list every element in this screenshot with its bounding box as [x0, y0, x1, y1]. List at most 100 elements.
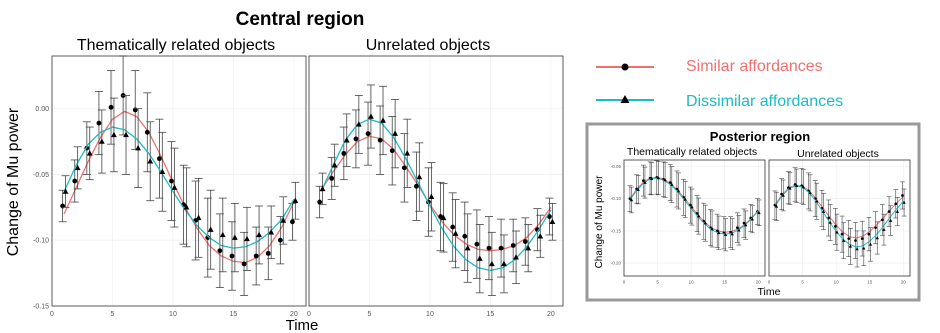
- legend-similar-label: Similar affordances: [686, 58, 823, 75]
- data-point-dissimilar: [331, 162, 338, 168]
- data-point-similar: [290, 219, 295, 225]
- data-point-similar: [742, 221, 746, 225]
- data-point-dissimilar: [452, 230, 459, 236]
- x-tick-label: 0: [307, 311, 311, 318]
- x-tick-label: 10: [169, 311, 177, 318]
- data-point-dissimilar: [464, 244, 471, 251]
- data-point-dissimilar: [343, 137, 350, 143]
- data-point-similar: [157, 156, 162, 162]
- data-point-dissimilar: [537, 233, 544, 239]
- data-point-dissimilar: [74, 164, 81, 171]
- x-tick-label: 15: [487, 311, 495, 318]
- data-point-dissimilar: [676, 189, 681, 193]
- plot-border: [623, 159, 766, 277]
- x-tick-label: 0: [623, 280, 626, 285]
- data-point-similar: [144, 129, 150, 135]
- data-point-similar: [317, 199, 323, 205]
- central-unrelated-plot: 0 5 10 15 20: [307, 55, 564, 318]
- y-tick-label: -0.05: [33, 172, 49, 179]
- data-point-dissimilar: [862, 246, 866, 250]
- data-point-similar: [217, 248, 223, 254]
- data-point-similar: [498, 245, 504, 251]
- data-point-similar: [840, 232, 844, 236]
- y-tick-label: -0.10: [611, 196, 622, 201]
- data-point-dissimilar: [501, 260, 507, 267]
- y-tick-label: -0.20: [611, 261, 622, 266]
- data-point-similar: [668, 181, 672, 184]
- data-point-dissimilar: [855, 247, 859, 251]
- plot-border: [768, 159, 911, 277]
- data-point-dissimilar: [717, 231, 721, 235]
- y-tick-label: 0.00: [35, 106, 49, 113]
- data-point-dissimilar: [135, 144, 141, 151]
- data-point-dissimilar: [232, 234, 238, 240]
- data-point-similar: [205, 235, 211, 240]
- central-panel-title-unrelated: Unrelated objects: [366, 37, 491, 54]
- data-point-similar: [341, 150, 347, 156]
- data-point-dissimilar: [697, 214, 701, 218]
- data-point-dissimilar: [683, 197, 687, 201]
- y-tick-label: -0.10: [33, 238, 49, 245]
- data-point-similar: [229, 253, 235, 259]
- data-point-dissimilar: [111, 131, 117, 138]
- data-point-similar: [169, 178, 174, 184]
- data-point-dissimilar: [889, 218, 893, 222]
- data-point-dissimilar: [815, 199, 819, 203]
- data-point-dissimilar: [670, 182, 674, 186]
- data-point-dissimilar: [895, 209, 899, 213]
- data-point-similar: [353, 136, 359, 142]
- data-point-similar: [860, 237, 864, 240]
- data-point-similar: [108, 104, 114, 110]
- data-point-similar: [833, 225, 837, 228]
- data-point-dissimilar: [835, 230, 839, 234]
- data-point-similar: [894, 202, 898, 206]
- data-point-similar: [365, 131, 371, 137]
- data-point-similar: [901, 194, 904, 197]
- data-point-similar: [735, 226, 739, 230]
- data-point-dissimilar: [489, 260, 495, 267]
- data-point-dissimilar: [513, 254, 519, 260]
- data-point-dissimilar: [737, 228, 741, 232]
- central-related-plot: 0 5 10 15 20 0.00 -0.05 -0.10 -0.15: [33, 55, 307, 318]
- data-point-dissimilar: [159, 168, 166, 175]
- plot-background: [769, 160, 910, 276]
- x-tick-label: 20: [547, 311, 555, 318]
- data-point-dissimilar: [525, 244, 532, 251]
- data-point-similar: [450, 224, 456, 230]
- data-point-dissimilar: [355, 121, 362, 127]
- x-tick-label: 5: [111, 311, 115, 318]
- central-x-axis-label: Time: [286, 317, 319, 333]
- posterior-x-axis-label: Time: [758, 286, 781, 298]
- data-point-similar: [827, 216, 830, 220]
- plot-background: [52, 56, 306, 306]
- data-point-dissimilar: [440, 214, 447, 221]
- plot-border: [51, 55, 307, 307]
- legend-similar-marker: [621, 63, 629, 71]
- legend-dissimilar-label: Dissimilar affordances: [686, 93, 843, 110]
- x-tick-label: 0: [50, 311, 54, 318]
- data-point-dissimilar: [147, 158, 154, 164]
- fit-line-dissimilar: [63, 126, 295, 249]
- plot-border: [308, 55, 564, 307]
- data-point-dissimilar: [848, 244, 852, 248]
- data-point-dissimilar: [656, 176, 660, 180]
- data-point-similar: [438, 214, 443, 219]
- data-point-dissimilar: [256, 231, 262, 238]
- data-point-similar: [277, 237, 283, 243]
- data-point-similar: [887, 210, 891, 213]
- x-tick-label: 20: [901, 280, 907, 285]
- legend: Similar affordances Dissimilar affordanc…: [596, 58, 843, 110]
- x-tick-label: 15: [867, 280, 873, 285]
- data-point-dissimilar: [795, 183, 799, 188]
- data-point-dissimilar: [219, 231, 226, 238]
- data-point-dissimilar: [98, 138, 105, 144]
- data-point-similar: [241, 261, 247, 267]
- data-point-similar: [874, 226, 877, 230]
- x-tick-label: 5: [801, 280, 804, 285]
- data-point-similar: [628, 197, 632, 201]
- data-point-dissimilar: [629, 198, 634, 202]
- data-point-dissimilar: [757, 211, 761, 215]
- data-point-dissimilar: [723, 232, 728, 237]
- data-point-dissimilar: [703, 221, 707, 225]
